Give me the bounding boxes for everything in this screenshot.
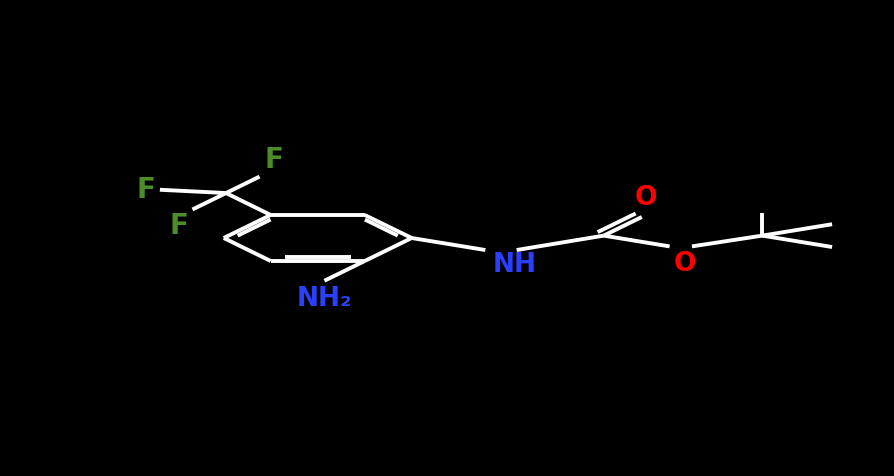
- Text: NH₂: NH₂: [296, 286, 352, 311]
- Text: F: F: [169, 212, 188, 240]
- Text: F: F: [137, 176, 156, 204]
- Text: NH: NH: [492, 252, 536, 278]
- Text: O: O: [673, 251, 696, 277]
- Text: F: F: [264, 146, 283, 174]
- Text: O: O: [634, 185, 657, 211]
